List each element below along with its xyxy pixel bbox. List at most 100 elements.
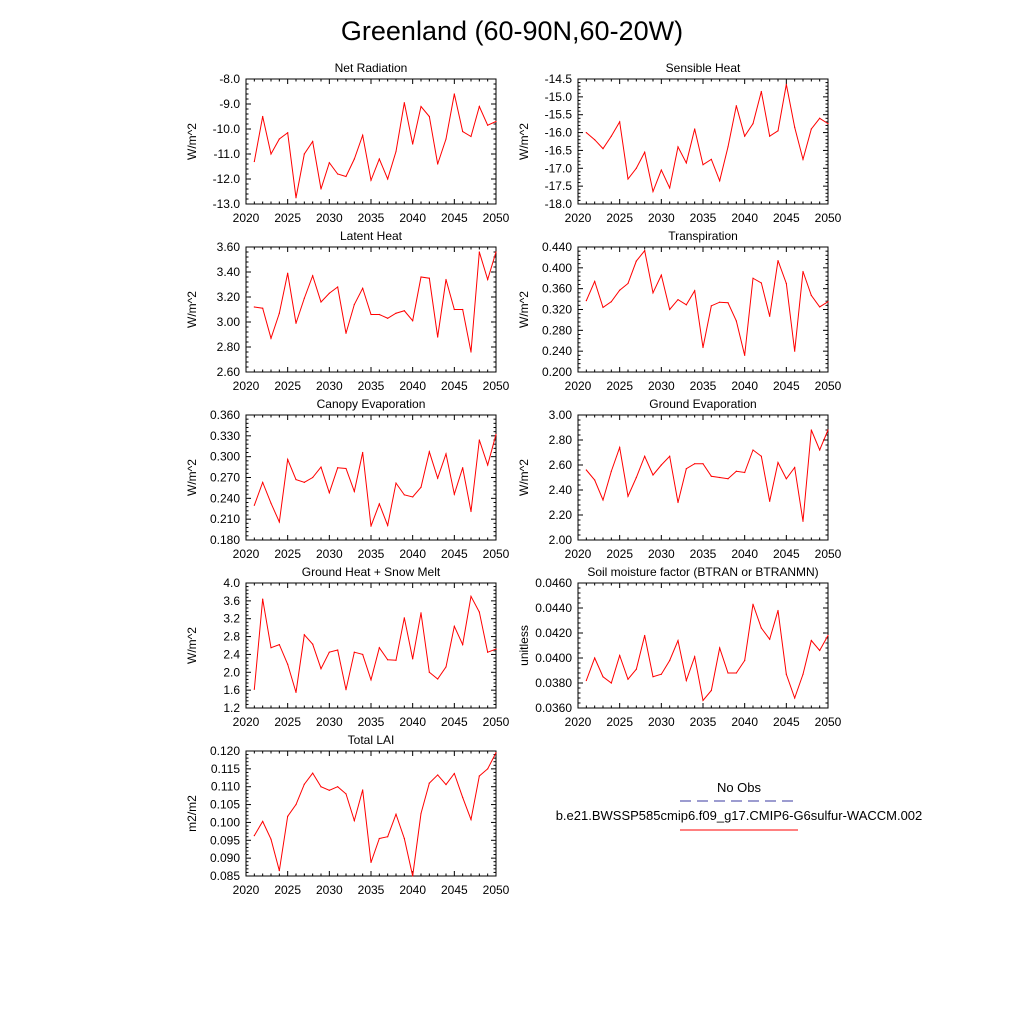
series-line (253, 594, 497, 693)
x-tick-label: 2020 (233, 883, 260, 897)
y-tick-label: -13.0 (213, 197, 241, 211)
data-point (794, 466, 796, 469)
y-tick-label: 0.300 (210, 450, 240, 464)
data-point (445, 278, 447, 281)
data-point (777, 259, 779, 262)
data-point (727, 672, 729, 674)
y-tick-label: 3.00 (217, 315, 241, 329)
y-tick-label: -17.5 (545, 179, 573, 193)
data-point (619, 446, 621, 449)
x-tick-label: 2025 (606, 379, 633, 393)
data-point (453, 93, 455, 95)
x-tick-label: 2020 (565, 211, 592, 225)
y-tick-label: 0.100 (210, 815, 240, 829)
data-point (395, 813, 397, 815)
y-tick-label: 0.120 (210, 744, 240, 758)
x-tick-label: 2050 (483, 211, 510, 225)
data-point (744, 135, 746, 137)
y-tick-label: 0.115 (211, 762, 240, 776)
data-point (585, 679, 587, 682)
data-point (594, 139, 596, 141)
plot-frame (577, 414, 829, 541)
x-tick-label: 2050 (483, 883, 510, 897)
data-point (470, 135, 472, 138)
series-line (585, 429, 829, 522)
data-point (819, 449, 821, 451)
data-point (602, 148, 604, 150)
data-point (487, 124, 489, 126)
data-point (378, 503, 380, 505)
panel-2: Sensible Heat W/m^2 -18.0 -17.5 -17.0 -16.5 -1… (517, 61, 842, 225)
data-point (328, 292, 330, 294)
x-tick-label: 2035 (690, 547, 717, 561)
data-point (312, 140, 314, 143)
series-line (585, 249, 829, 356)
y-tick-label: 3.00 (549, 408, 573, 422)
data-point (295, 322, 297, 324)
data-point (420, 486, 422, 488)
data-point (253, 504, 255, 506)
data-point (337, 286, 339, 288)
data-point (287, 272, 289, 274)
data-point (320, 301, 322, 303)
data-point (810, 128, 812, 130)
data-point (802, 158, 804, 160)
data-point (735, 320, 737, 322)
data-point (702, 463, 704, 465)
data-point (694, 463, 696, 465)
data-point (478, 775, 480, 777)
data-point (437, 774, 439, 776)
data-point (669, 187, 671, 189)
plot-frame (577, 246, 829, 373)
data-point (752, 603, 754, 605)
data-point (810, 429, 812, 431)
data-point (320, 188, 322, 190)
data-point (370, 313, 372, 316)
data-point (827, 429, 829, 431)
data-point (295, 803, 297, 806)
data-point (802, 673, 804, 675)
data-point (769, 500, 771, 502)
x-tick-label: 2030 (316, 715, 343, 729)
panel-9: Total LAI m2/m2 0.085 0.090 0.095 0.100 0.105 0… (185, 733, 510, 897)
data-point (785, 282, 787, 285)
data-point (387, 524, 389, 527)
data-point (270, 838, 272, 840)
x-tick-label: 2035 (358, 715, 385, 729)
y-tick-label: 3.60 (217, 240, 241, 254)
data-point (694, 290, 696, 292)
data-point (652, 676, 654, 678)
y-tick-label: -15.5 (545, 108, 573, 122)
series-line (253, 93, 497, 198)
y-tick-label: 0.090 (210, 851, 240, 865)
y-axis-label: unitless (517, 625, 531, 666)
data-point (253, 160, 255, 163)
x-tick-label: 2050 (483, 715, 510, 729)
data-point (278, 138, 280, 140)
panel-title: Canopy Evaporation (317, 397, 426, 411)
data-point (428, 451, 430, 453)
y-tick-label: -8.0 (219, 72, 240, 86)
data-point (428, 671, 430, 673)
data-point (735, 470, 737, 472)
data-point (819, 649, 821, 652)
panel-1: Net Radiation W/m^2 -13.0 -12.0 -11.0 -10.0 -9… (185, 61, 510, 225)
data-point (478, 105, 480, 108)
data-point (378, 313, 380, 316)
y-tick-label: 2.4 (223, 647, 240, 661)
panel-6: Ground Evaporation W/m^2 2.00 2.20 2.40 2.60 2… (517, 397, 842, 561)
x-tick-label: 2035 (358, 883, 385, 897)
y-tick-label: 0.240 (542, 344, 572, 358)
data-point (610, 682, 612, 684)
y-tick-label: -16.0 (545, 126, 573, 140)
data-point (487, 768, 489, 770)
y-axis-label: W/m^2 (185, 291, 199, 328)
data-point (370, 861, 372, 864)
data-point (794, 350, 796, 352)
data-point (412, 320, 414, 322)
y-tick-label: 0.110 (211, 780, 240, 794)
data-point (602, 499, 604, 501)
data-point (727, 302, 729, 304)
data-point (769, 135, 771, 137)
data-point (420, 276, 422, 278)
